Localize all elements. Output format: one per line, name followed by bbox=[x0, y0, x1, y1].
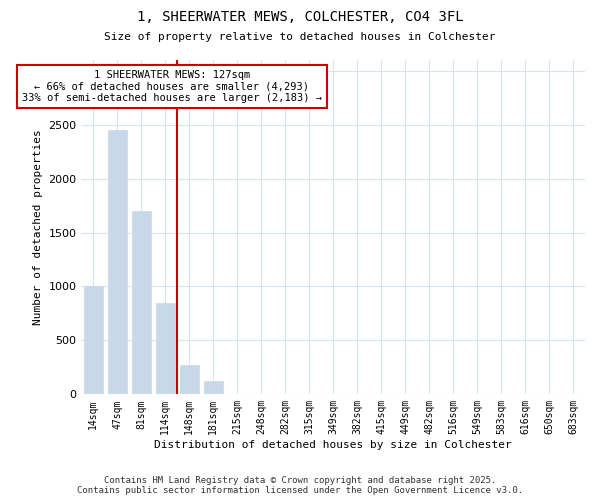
Bar bbox=[179, 365, 199, 394]
Bar bbox=[107, 130, 127, 394]
Text: 1, SHEERWATER MEWS, COLCHESTER, CO4 3FL: 1, SHEERWATER MEWS, COLCHESTER, CO4 3FL bbox=[137, 10, 463, 24]
Text: Size of property relative to detached houses in Colchester: Size of property relative to detached ho… bbox=[104, 32, 496, 42]
Bar bbox=[155, 302, 175, 394]
Text: Contains HM Land Registry data © Crown copyright and database right 2025.
Contai: Contains HM Land Registry data © Crown c… bbox=[77, 476, 523, 495]
Bar bbox=[83, 286, 103, 395]
X-axis label: Distribution of detached houses by size in Colchester: Distribution of detached houses by size … bbox=[154, 440, 512, 450]
Text: 1 SHEERWATER MEWS: 127sqm
← 66% of detached houses are smaller (4,293)
33% of se: 1 SHEERWATER MEWS: 127sqm ← 66% of detac… bbox=[22, 70, 322, 103]
Y-axis label: Number of detached properties: Number of detached properties bbox=[33, 130, 43, 325]
Bar bbox=[203, 382, 223, 394]
Bar bbox=[131, 211, 151, 394]
